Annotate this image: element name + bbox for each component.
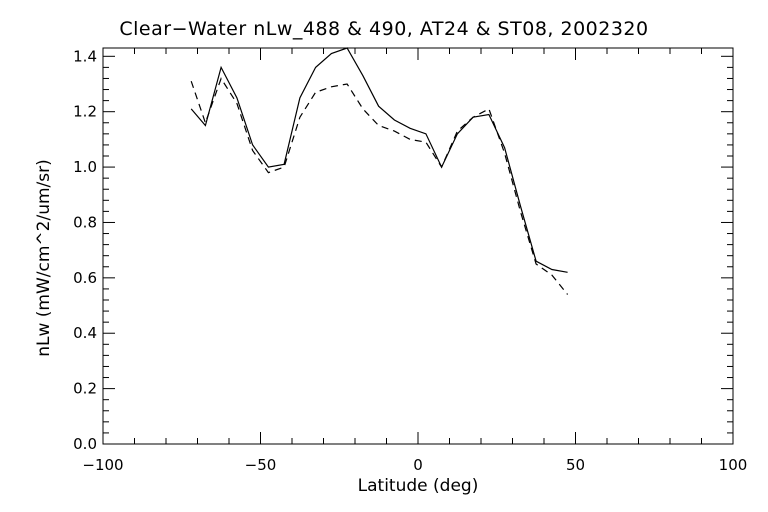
y-tick-label: 0.0	[73, 435, 97, 453]
y-axis-label: nLw (mW/cm^2/um/sr)	[34, 159, 54, 357]
chart-title: Clear−Water nLw_488 & 490, AT24 & ST08, …	[119, 18, 649, 40]
series-line-dashed	[190, 77, 569, 295]
y-tick-label: 1.0	[73, 158, 97, 176]
series-line-solid	[190, 47, 568, 273]
x-tick-label: −50	[245, 456, 277, 474]
y-tick-label: 0.4	[73, 324, 97, 342]
y-tick-label: 0.6	[73, 269, 97, 287]
y-tick-label: 1.4	[73, 47, 97, 65]
y-tick-label: 0.2	[73, 380, 97, 398]
x-tick-label: −100	[82, 456, 123, 474]
x-tick-label: 100	[719, 456, 748, 474]
plot-area-frame	[102, 47, 734, 445]
y-tick-label: 0.8	[73, 213, 97, 231]
x-tick-label: 50	[566, 456, 585, 474]
y-tick-label: 1.2	[73, 103, 97, 121]
series-group	[190, 47, 569, 295]
axis-tick-labels: −100 −50 0 50 100 0.0 0.2 0.4 0.6 0.8 1.0 1.2 1.4	[73, 47, 747, 474]
x-axis-label: Latitude (deg)	[357, 476, 479, 496]
x-tick-label: 0	[413, 456, 423, 474]
axis-ticks	[102, 48, 734, 445]
